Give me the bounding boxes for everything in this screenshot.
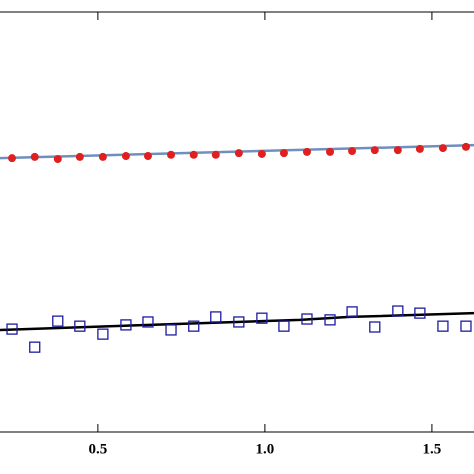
data-point	[438, 144, 447, 153]
data-point	[98, 152, 107, 161]
data-point	[461, 142, 470, 151]
data-point	[257, 149, 266, 158]
data-point	[392, 305, 404, 317]
data-point	[369, 321, 381, 333]
data-point	[324, 314, 336, 326]
x-tick-label: 1.0	[256, 441, 275, 457]
x-tick-label: 1.5	[423, 441, 442, 457]
data-point	[415, 144, 424, 153]
data-point	[143, 152, 152, 161]
data-point	[233, 316, 245, 328]
data-point	[30, 152, 39, 161]
data-point	[189, 150, 198, 159]
data-point	[210, 311, 222, 323]
data-point	[75, 152, 84, 161]
data-point	[326, 147, 335, 156]
data-point	[279, 149, 288, 158]
data-point	[53, 155, 62, 163]
data-point	[256, 312, 268, 324]
data-point	[211, 150, 220, 159]
data-point	[188, 320, 200, 332]
data-point	[278, 320, 290, 332]
data-point	[6, 323, 18, 335]
x-tick-label: 0.5	[88, 441, 107, 457]
data-point	[414, 307, 426, 319]
data-point	[302, 147, 311, 156]
data-point	[97, 328, 109, 340]
data-point	[167, 150, 176, 159]
data-point	[52, 315, 64, 327]
data-point	[142, 316, 154, 328]
data-point	[346, 306, 358, 318]
data-point	[29, 341, 41, 353]
data-point	[393, 146, 402, 155]
data-point	[120, 319, 132, 331]
data-point	[370, 146, 379, 155]
data-point	[74, 320, 86, 332]
data-point	[348, 147, 357, 156]
data-point	[301, 313, 313, 325]
data-point	[460, 320, 472, 332]
data-point	[437, 320, 449, 332]
data-point	[234, 149, 243, 158]
fit-line	[0, 311, 474, 332]
data-point	[8, 154, 17, 163]
data-point	[121, 152, 130, 161]
data-point	[165, 324, 177, 336]
